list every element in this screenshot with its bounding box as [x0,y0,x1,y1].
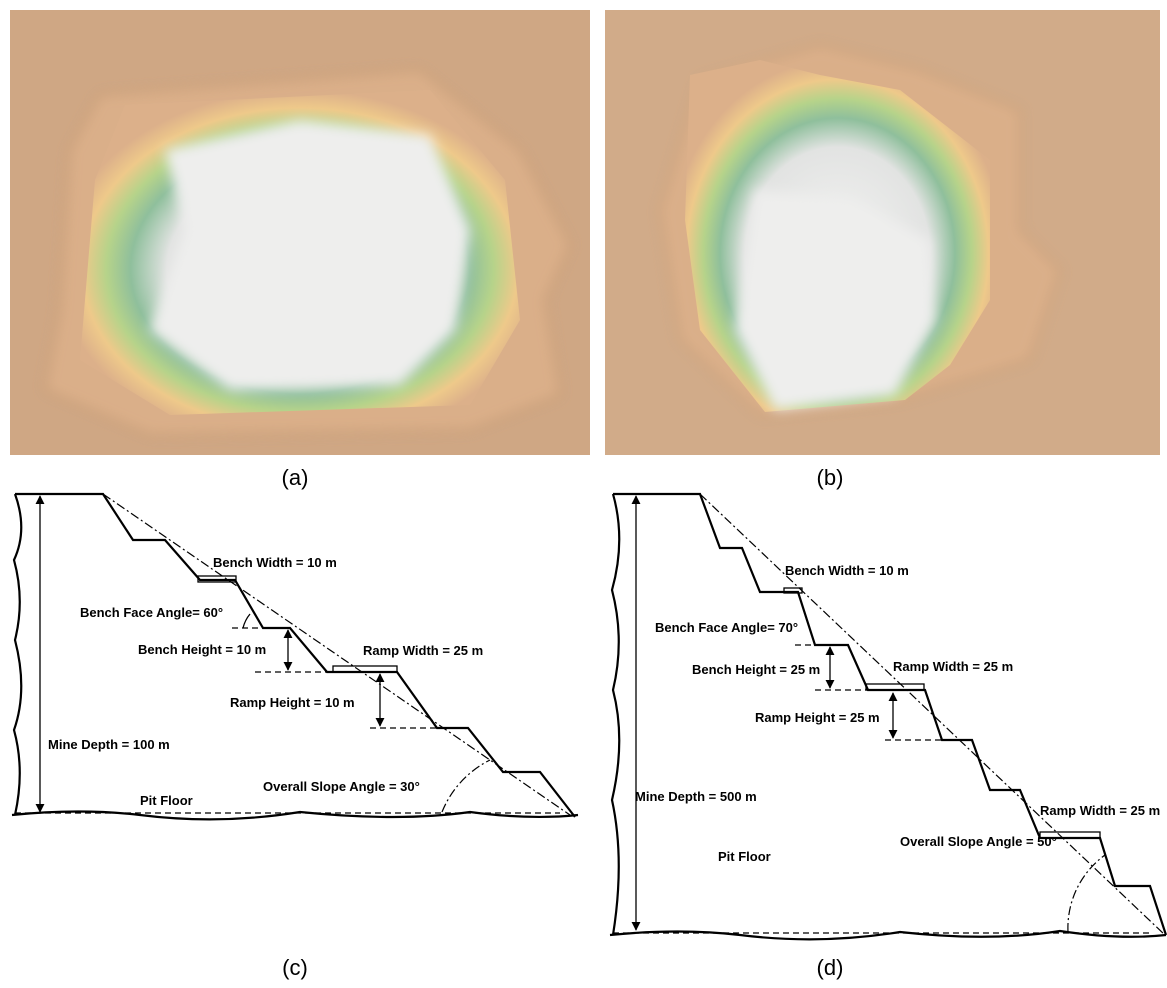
annotation: Bench Face Angle= 70° [655,620,798,635]
annotation: Overall Slope Angle = 50° [900,834,1057,849]
pit-render-a [10,10,590,455]
annotation: Bench Height = 10 m [138,642,266,657]
figure: (a) (b) Bench Width = 10 m Bench Face An… [0,0,1167,988]
annotation: Ramp Width = 25 m [363,643,483,658]
panel-label: (d) [817,955,844,980]
annotation: Ramp Height = 25 m [755,710,880,725]
annotation: Ramp Width = 25 m [1040,803,1160,818]
annotation: Overall Slope Angle = 30° [263,779,420,794]
annotation: Bench Width = 10 m [213,555,337,570]
annotation: Pit Floor [140,793,193,808]
panel-label: (c) [282,955,308,980]
slope-diagram-d [610,494,1166,939]
annotation: Bench Face Angle= 60° [80,605,223,620]
annotation: Bench Width = 10 m [785,563,909,578]
pit-render-b [605,10,1160,455]
panel-label: (a) [282,465,309,490]
annotation: Ramp Width = 25 m [893,659,1013,674]
annotation: Mine Depth = 100 m [48,737,170,752]
annotation: Mine Depth = 500 m [635,789,757,804]
annotation: Ramp Height = 10 m [230,695,355,710]
annotation: Pit Floor [718,849,771,864]
annotation: Bench Height = 25 m [692,662,820,677]
panel-label: (b) [817,465,844,490]
slope-diagram-c [12,494,578,819]
